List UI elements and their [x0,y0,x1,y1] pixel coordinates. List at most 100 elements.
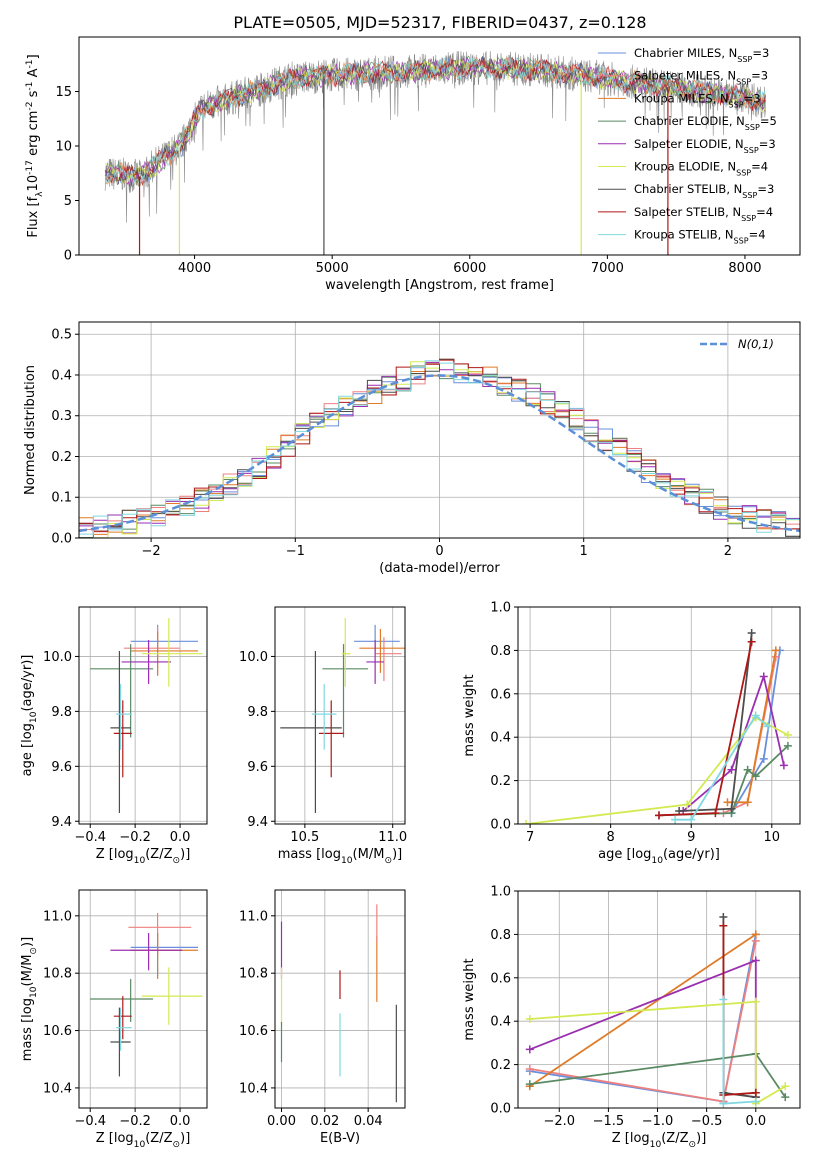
label-script: 10 [29,986,39,998]
x-tick-label: −0.4 [74,1114,106,1129]
y-tick-label: 0.0 [490,818,511,833]
label-run: (age/yr)] [20,655,35,712]
normal-legend-label: N(0,1) [738,337,774,351]
label-script: ⊙ [689,1140,697,1150]
x-axis-label: wavelength [Angstrom, rest frame] [325,278,554,293]
mass-weight-marker [727,804,736,813]
x-tick-label: −1 [286,544,305,559]
label-run: =3 [757,182,774,196]
x-axis-label: mass [log10(M/M⊙)] [278,847,402,866]
label-run: (M/M [353,847,385,862]
mass-weight-marker [525,1080,534,1089]
y-tick-label: 10.4 [43,1081,72,1096]
label-run: Salpeter MILES, N [634,69,736,83]
mass-weight-marker [747,637,756,646]
model-spectrum-line [104,57,766,184]
age_vs_Z-marks [90,617,203,814]
x-tick-label: 0.00 [267,1114,296,1129]
x-tick-label: −0.5 [691,1114,723,1129]
label-script: SSP [742,191,757,200]
y-tick-label: 10.8 [43,967,72,982]
label-script: ⊙ [384,856,392,866]
mass-weight-marker [751,711,760,720]
y-tick-label: 10.0 [43,650,72,665]
y-tick-label: 11.0 [43,909,72,924]
mass-weight-line [675,714,769,821]
label-run: Z [log [612,1131,650,1146]
y-tick-label: 5 [64,194,72,209]
mass-weight-marker [751,997,760,1006]
y-axis-label: mass [log10(M/M⊙)] [20,937,39,1061]
y-tick-label: 10.8 [239,967,268,982]
mass-weight-marker [719,1099,728,1108]
legend-entry: Salpeter ELODIE, NSSP=3 [634,137,776,155]
label-script: -1 [25,59,35,68]
x-tick-label: 1 [580,544,588,559]
y-tick-label: 0.3 [51,409,72,424]
y-tick-label: 0.4 [490,1015,511,1030]
label-script: SSP [745,123,760,132]
label-script: -17 [25,160,35,175]
y-tick-label: 1.0 [490,885,511,900]
label-run: (Z/Z [145,1131,172,1146]
label-run: (data-model)/error [379,561,500,576]
label-run: (age/yr)] [663,847,720,862]
label-run: =4 [751,160,768,174]
y-tick-label: 0.6 [490,971,511,986]
y-tick-label: 10.6 [239,1024,268,1039]
label-script: ⊙ [173,1140,181,1150]
x-tick-label: 5000 [316,261,349,276]
y-tick-label: 9.6 [247,760,268,775]
mass-weight-line [529,934,757,1103]
y-tick-label: 0.6 [490,687,511,702]
label-run: Kroupa ELODIE, N [634,160,736,174]
mass-weight-marker [751,930,760,939]
x-tick-label: 7 [526,830,534,845]
x-tick-label: 8 [607,830,615,845]
label-run: mass weight [462,674,477,756]
label-script: ⊙ [29,947,39,955]
label-script: SSP [737,55,752,64]
mass-weight-marker [711,809,720,818]
y-tick-label: 9.4 [51,815,72,830]
mass-weight-marker [719,913,728,922]
mass-weight-marker [751,1097,760,1106]
label-script: -1 [25,82,35,91]
label-run: Normed distribution [23,365,38,495]
mass-weight-marker [783,731,792,740]
label-run: A [26,68,41,81]
mass-weight-marker [687,815,696,824]
legend-entry: Salpeter STELIB, NSSP=4 [634,205,773,223]
x-tick-label: −0.4 [74,830,106,845]
label-run: 10 [26,175,41,192]
label-run: mass weight [462,958,477,1040]
mass-weight-marker [719,921,728,930]
label-run: )] [392,847,402,862]
y-axis-label: Normed distribution [23,365,38,495]
label-run: mass [log [278,847,341,862]
age_vs_Z-axes: −0.4 −0.2 0.09.49.69.810.0Z [log10(Z/Z⊙)]a… [20,606,208,866]
label-run: ] [26,54,41,59]
mass-weight-marker [723,798,732,807]
label-script: SSP [741,213,756,222]
x-tick-label: 10 [764,830,781,845]
mass-weight-line [529,1000,786,1106]
mass-weight-marker [751,772,760,781]
mass-weight-marker [671,815,680,824]
label-run: =4 [756,205,773,219]
x-tick-label: −2.0 [543,1114,575,1129]
legend-entry: Salpeter MILES, NSSP=3 [634,69,768,87]
mass_vs_Z-axes: −0.4 −0.2 0.010.410.610.811.0Z [log10(Z/Z⊙… [20,889,208,1150]
y-tick-label: 0.2 [490,1058,511,1073]
mass-weight-line [682,673,785,812]
normal-curve-line [79,374,800,533]
residual_histogram-marks [79,358,800,538]
mass-weight-marker [525,1015,534,1024]
mass-weight-marker [522,820,531,824]
y-tick-label: 9.8 [51,705,72,720]
axes-frame [274,606,406,825]
mass-weight-marker [751,956,760,965]
y-axis-label: Flux [fλ10-17 erg cm-2 s-1 A-1] [25,54,45,237]
label-script: SSP [736,168,751,177]
